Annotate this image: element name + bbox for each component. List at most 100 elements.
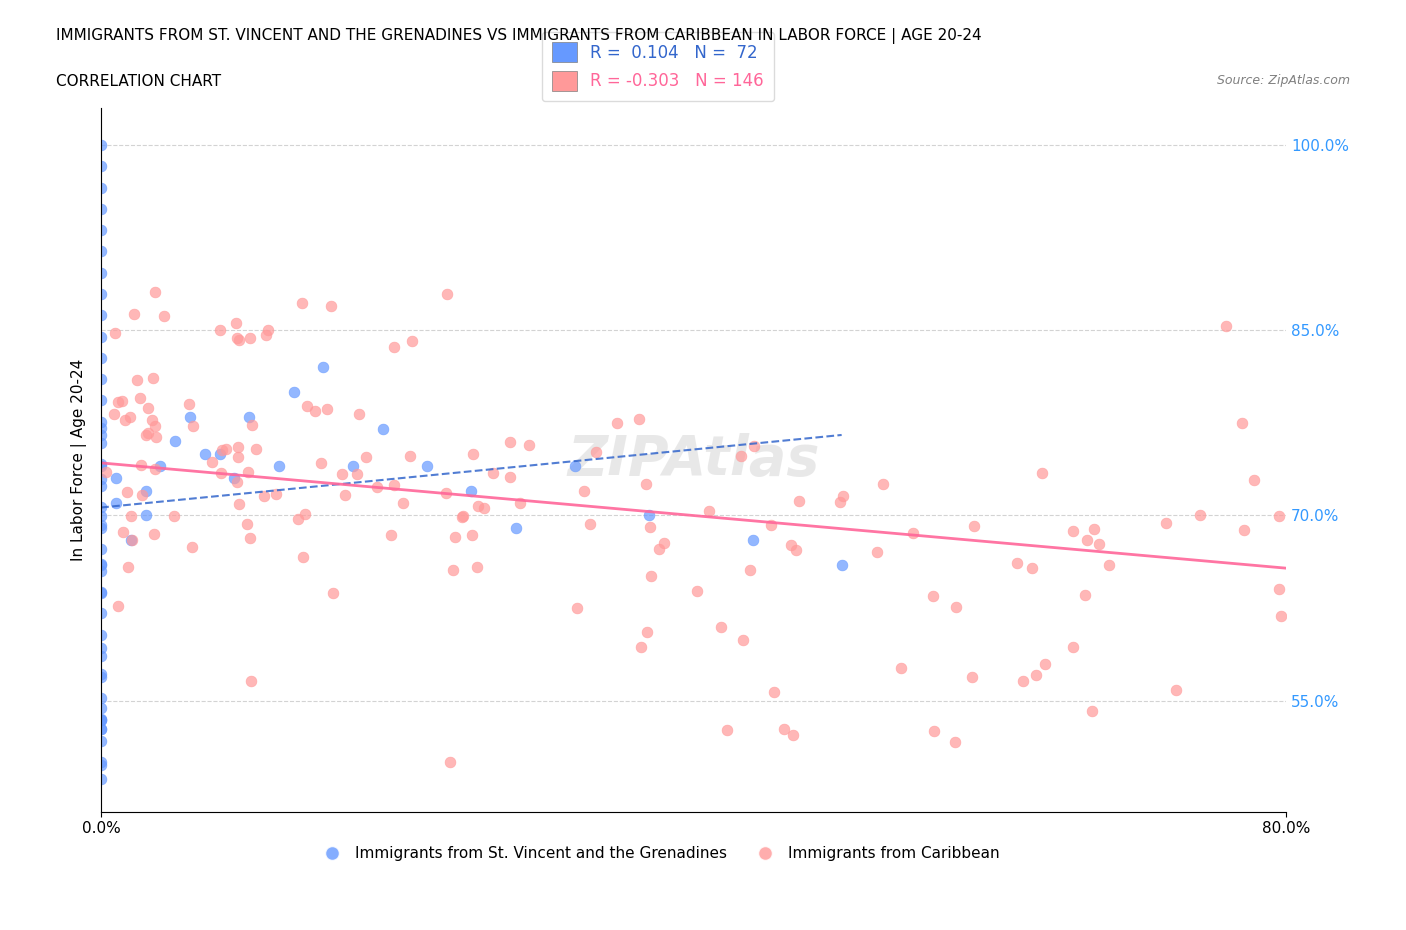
Point [716,723,738,737]
Point [444,530,467,545]
Point [122,307,145,322]
Point [460,484,482,498]
Point [90,734,112,749]
Point [782,728,804,743]
Point [136,400,159,415]
Point [740,563,762,578]
Point [149,458,172,473]
Point [245,441,267,456]
Point [177,397,200,412]
Point [451,510,474,525]
Point [391,496,413,511]
Point [90,202,112,217]
Point [463,446,485,461]
Point [226,330,249,345]
Point [830,495,852,510]
Point [436,485,458,500]
Point [1076,533,1098,548]
Point [499,435,522,450]
Point [209,323,232,338]
Point [509,496,531,511]
Point [256,323,278,338]
Point [398,448,420,463]
Point [143,418,166,433]
Point [634,477,657,492]
Point [382,339,405,354]
Point [297,399,319,414]
Point [90,428,112,443]
Point [90,667,112,682]
Point [143,461,166,476]
Point [943,735,966,750]
Point [291,296,314,311]
Point [90,517,112,532]
Point [117,559,139,574]
Point [401,333,423,348]
Point [129,391,152,405]
Point [90,701,112,716]
Point [342,458,364,473]
Point [785,542,807,557]
Point [120,533,142,548]
Point [1062,524,1084,538]
Point [239,331,262,346]
Point [90,286,112,301]
Point [235,516,257,531]
Point [831,489,853,504]
Point [731,633,754,648]
Point [686,583,709,598]
Point [763,684,786,699]
Point [163,509,186,524]
Text: IMMIGRANTS FROM ST. VINCENT AND THE GRENADINES VS IMMIGRANTS FROM CARIBBEAN IN L: IMMIGRANTS FROM ST. VINCENT AND THE GREN… [56,28,981,44]
Point [240,418,263,432]
Point [181,418,204,433]
Point [90,758,112,773]
Point [228,332,250,347]
Point [451,509,474,524]
Point [104,496,127,511]
Point [436,287,458,302]
Point [945,600,967,615]
Point [283,384,305,399]
Point [90,564,112,578]
Point [921,589,943,604]
Point [90,180,112,195]
Point [181,540,204,555]
Point [1081,704,1104,719]
Point [254,327,277,342]
Point [322,585,344,600]
Point [103,406,125,421]
Point [90,585,112,600]
Point [574,484,596,498]
Point [90,712,112,727]
Point [922,724,945,739]
Point [1083,522,1105,537]
Point [165,434,187,449]
Point [640,568,662,583]
Point [238,530,260,545]
Point [780,538,803,552]
Point [104,471,127,485]
Point [294,507,316,522]
Point [499,470,522,485]
Point [366,479,388,494]
Point [115,485,138,499]
Point [143,526,166,541]
Point [94,465,117,480]
Point [710,620,733,635]
Point [1156,516,1178,531]
Point [903,525,925,540]
Point [90,691,112,706]
Point [153,308,176,323]
Point [135,508,157,523]
Point [640,519,662,534]
Point [90,435,112,450]
Text: CORRELATION CHART: CORRELATION CHART [56,74,221,89]
Point [194,446,217,461]
Point [1021,561,1043,576]
Point [565,600,588,615]
Point [90,509,112,524]
Point [347,406,370,421]
Point [416,458,439,473]
Point [142,370,165,385]
